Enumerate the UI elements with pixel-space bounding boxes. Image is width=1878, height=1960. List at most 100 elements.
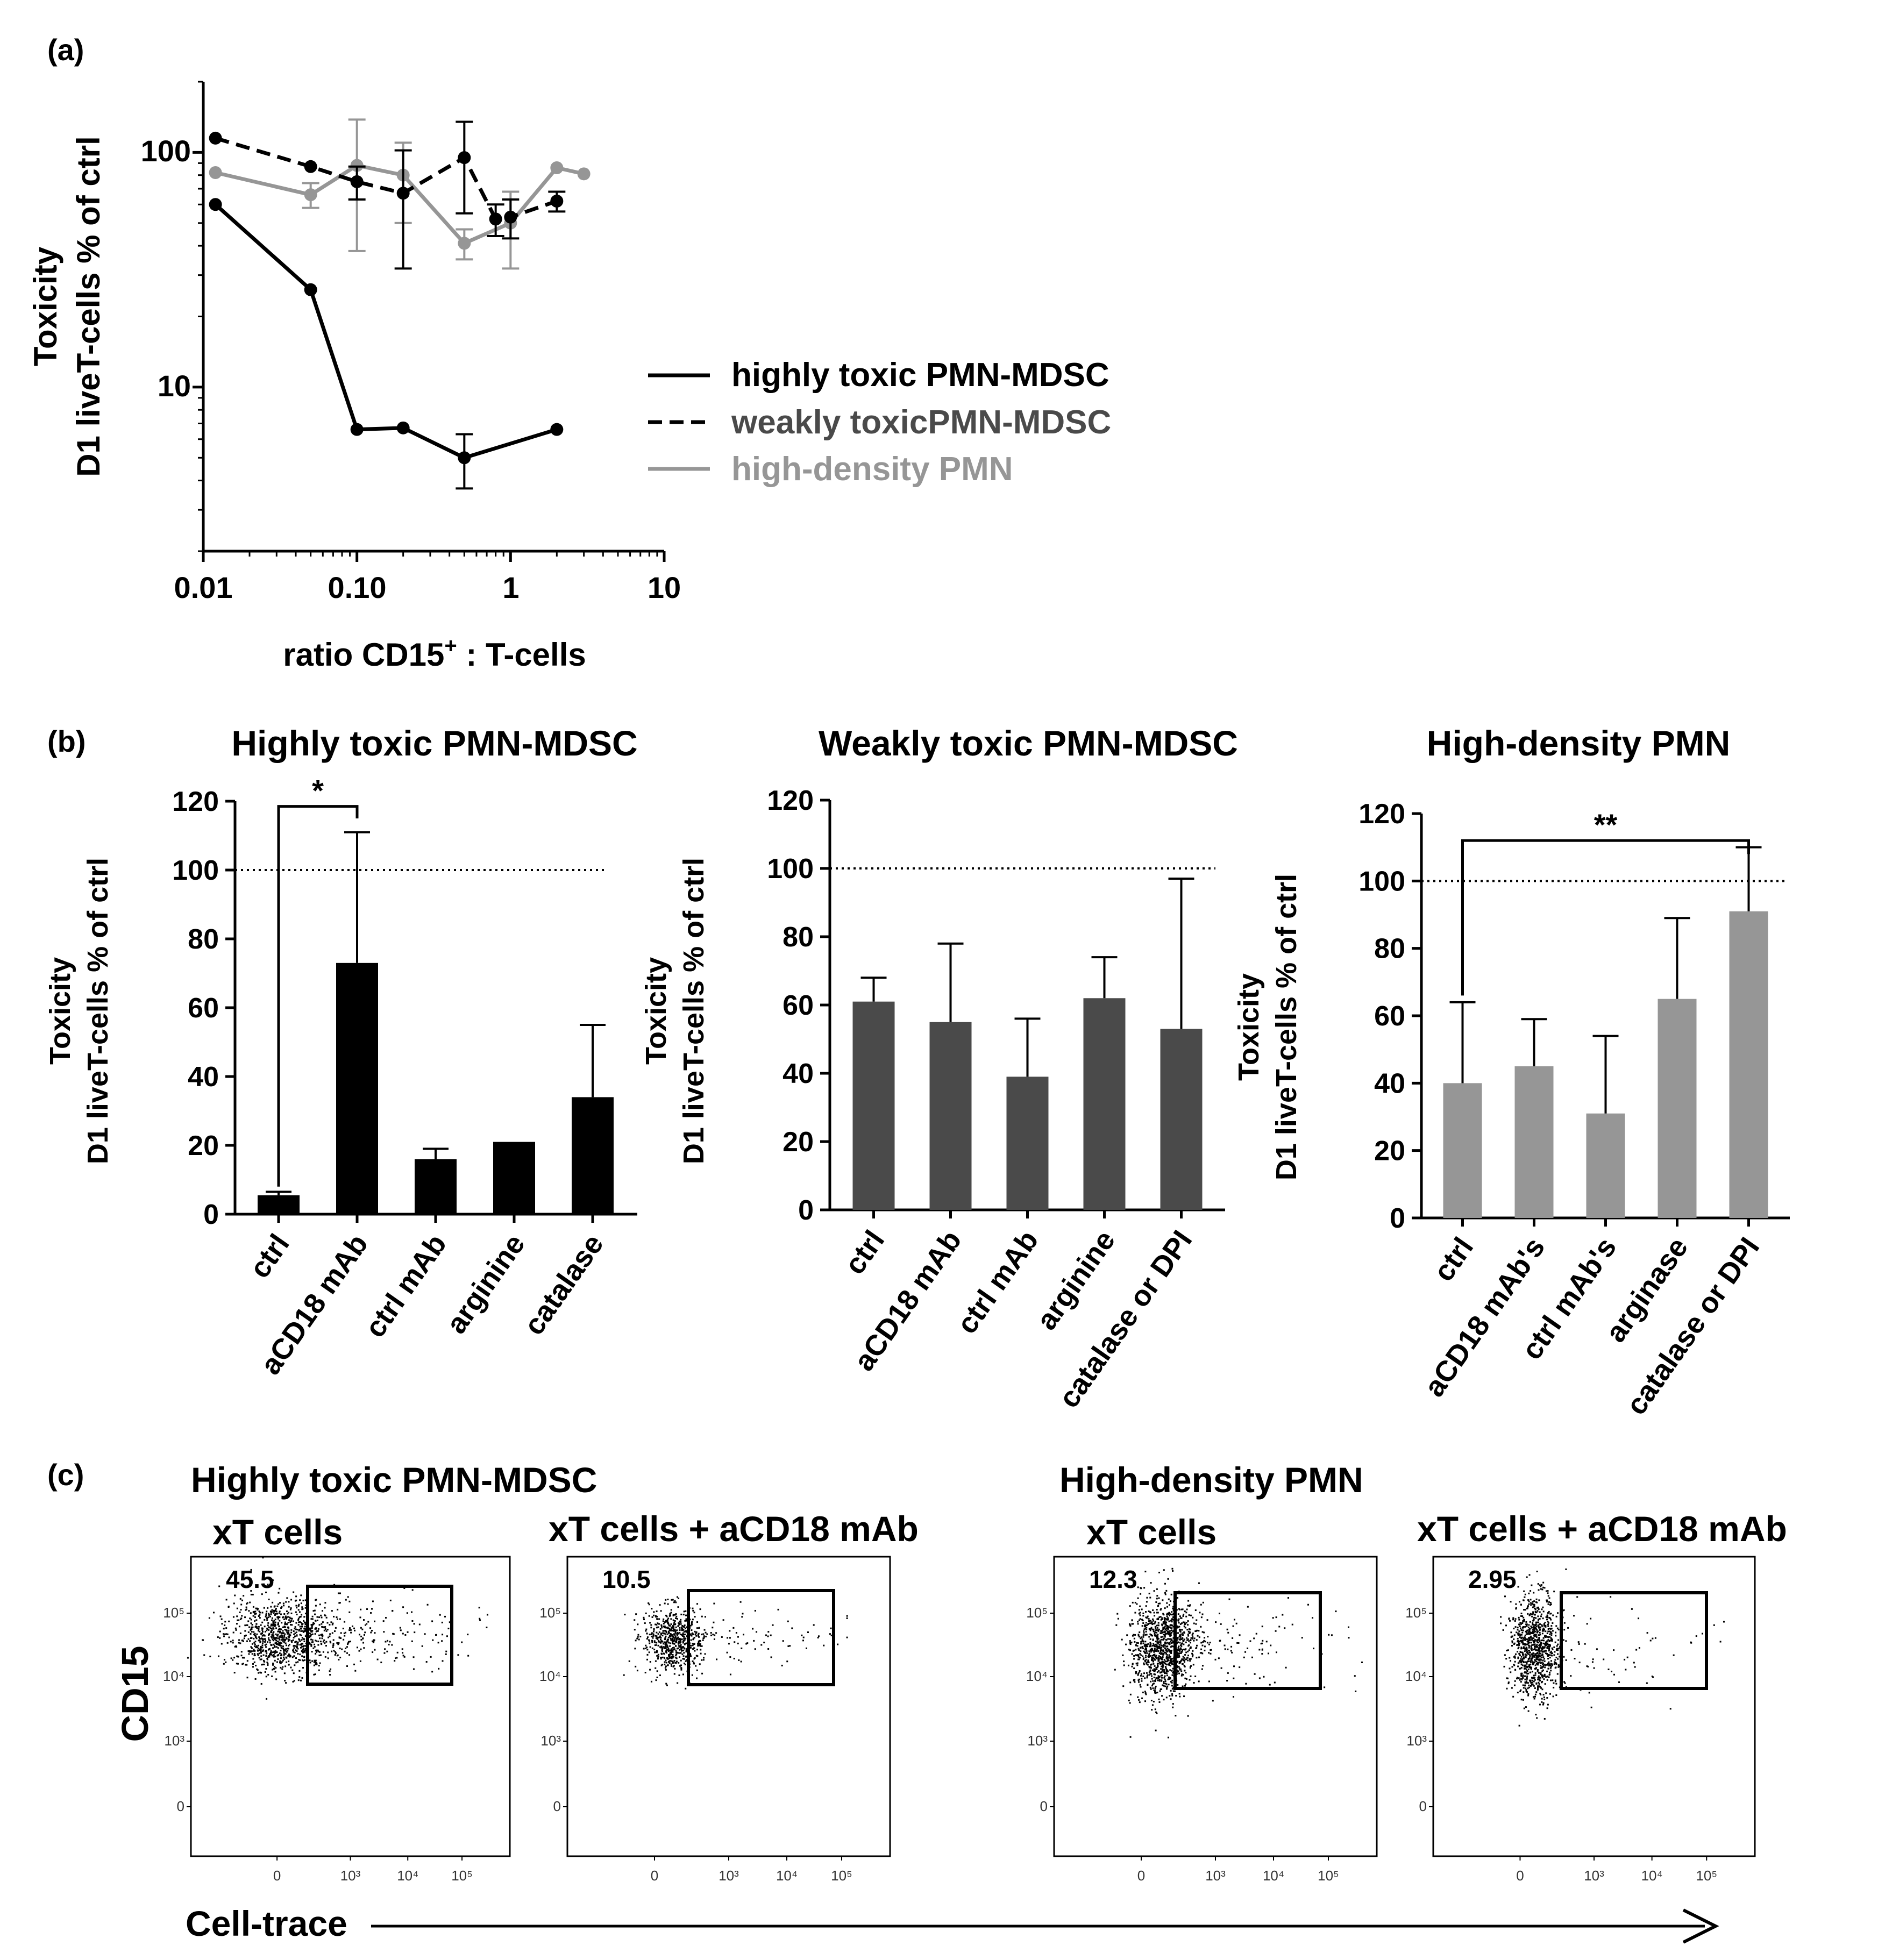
c-plot-2-event <box>649 1640 651 1642</box>
c-plot-3-event <box>1149 1666 1151 1669</box>
c-plot-4-event <box>1522 1674 1524 1677</box>
a-s2-point-2 <box>350 159 364 172</box>
c-plot-1-event <box>284 1650 287 1652</box>
c-plot-3-tail-event <box>1261 1648 1263 1650</box>
c-plot-1-event <box>283 1619 285 1621</box>
c-plot-3-event <box>1151 1655 1154 1657</box>
c-plot-4-event <box>1530 1660 1532 1662</box>
c-plot-4-event <box>1543 1673 1546 1676</box>
c-plot-4-event <box>1535 1639 1537 1641</box>
c-plot-3-event <box>1170 1634 1172 1636</box>
c-plot-3-event <box>1169 1643 1171 1645</box>
c-plot-4-event <box>1538 1619 1540 1621</box>
c-plot-4-tail-event <box>1548 1646 1550 1648</box>
c-plot-3-tail-event <box>1200 1652 1203 1654</box>
c-plot-1-tail-event <box>389 1599 392 1601</box>
c-plot-2-event <box>658 1640 660 1642</box>
c-plot-3-tail-event <box>1244 1651 1247 1653</box>
c-plot-1-event <box>270 1606 272 1608</box>
c-plot-1-tail-event <box>300 1643 302 1645</box>
c-plot-2-event <box>666 1684 668 1686</box>
c-plot-3-event <box>1168 1684 1170 1686</box>
c-plot-1-event <box>279 1636 281 1638</box>
b2-bar-4 <box>1160 1029 1203 1210</box>
c-plot-3-event <box>1150 1612 1152 1614</box>
c-plot-1-event <box>283 1641 285 1643</box>
c-plot-1-event <box>302 1630 304 1633</box>
c-plot-4-event <box>1534 1645 1536 1648</box>
c-plot-1-event <box>221 1623 223 1625</box>
c-plot-1-event <box>324 1656 326 1658</box>
b3-bar-2 <box>1586 1113 1625 1218</box>
c-plot-3-event <box>1159 1648 1162 1650</box>
c-plot-1-event <box>347 1596 349 1598</box>
c-plot-1-event <box>245 1634 247 1636</box>
c-plot-4-event <box>1536 1643 1538 1645</box>
c-plot-1-event <box>255 1647 257 1649</box>
c-plot-1-tail-event <box>364 1631 366 1634</box>
c-plot-1-event <box>274 1610 276 1612</box>
c-plot-1-tail-event <box>312 1641 314 1643</box>
c-plot-2-event <box>675 1615 678 1617</box>
c-plot-4-tail-event <box>1590 1617 1592 1620</box>
c-plot-3-event <box>1138 1658 1140 1660</box>
c-plot-3-event <box>1136 1662 1139 1664</box>
c-plot-1-event <box>279 1631 281 1634</box>
c-x-axis-arrowhead <box>1682 1908 1719 1944</box>
c-plot-1-event <box>268 1638 270 1641</box>
c-plot-3-event <box>1138 1649 1140 1651</box>
c-plot-4-event <box>1532 1662 1534 1664</box>
c-plot-2-tail-event <box>789 1645 791 1647</box>
c-plot-4-event <box>1531 1653 1533 1656</box>
c-plot-3-tail-event <box>1233 1677 1235 1679</box>
c-plot-1-event <box>245 1664 247 1666</box>
c-plot-2-event <box>701 1634 703 1636</box>
c-plot-1-event <box>292 1680 294 1683</box>
c-plot-4-tail-event <box>1588 1692 1590 1694</box>
c-plot-3-tail-event <box>1272 1617 1274 1619</box>
c-plot-1-event <box>265 1667 267 1670</box>
c-plot-1-event <box>310 1638 312 1641</box>
c-plot-4-event <box>1554 1641 1556 1643</box>
c-plot-2-event <box>706 1633 708 1635</box>
c-plot-3-event <box>1165 1638 1167 1641</box>
c-plot-4-event <box>1542 1654 1544 1656</box>
c-plot-3-event <box>1140 1674 1142 1677</box>
c-plot-4-event <box>1527 1660 1529 1663</box>
b2-y-tick-label-3: 60 <box>782 990 814 1021</box>
c-plot-1-event <box>283 1638 285 1641</box>
c-plot-1-event <box>288 1643 290 1645</box>
c-plot-2-event <box>673 1643 675 1645</box>
c-plot-4-event <box>1539 1658 1541 1660</box>
c-plot-1-event <box>252 1593 254 1595</box>
c-plot-1-event <box>348 1629 351 1631</box>
c-plot-1-event <box>258 1636 260 1638</box>
c-plot-4-event <box>1547 1621 1549 1623</box>
c-plot-3-event <box>1168 1650 1170 1652</box>
c-plot-1-event <box>253 1650 255 1652</box>
c-plot-1-event <box>284 1633 286 1635</box>
c-plot-1-event <box>331 1623 333 1626</box>
c-plot-4-event <box>1527 1606 1529 1608</box>
c-plot-4-event <box>1547 1645 1549 1648</box>
c-plot-1-event <box>295 1595 297 1598</box>
c-plot-4-event <box>1527 1694 1530 1697</box>
c-plot-1-event <box>252 1666 254 1668</box>
c-plot-4-event <box>1548 1653 1550 1656</box>
c-plot-2-event <box>651 1640 653 1642</box>
c-plot-2-event <box>656 1650 658 1652</box>
c-plot-4-event <box>1536 1645 1539 1648</box>
c-plot-3-event <box>1164 1628 1166 1630</box>
c-plot-3-tail-event <box>1239 1666 1241 1669</box>
c-plot-4-tail-event <box>1713 1624 1715 1626</box>
c-plot-4-event <box>1523 1590 1525 1592</box>
c-plot-4-tail-event <box>1702 1633 1704 1635</box>
c-plot-3-event <box>1144 1659 1146 1662</box>
c-plot-1-event <box>258 1615 260 1617</box>
c-plot-1-event <box>275 1608 277 1610</box>
c-plot-2-event <box>676 1660 678 1663</box>
c-plot-4-y-tick-label-0: 10⁵ <box>1405 1605 1427 1621</box>
c-plot-1-event <box>270 1613 272 1615</box>
c-plot-3-tail-event <box>1226 1680 1228 1682</box>
